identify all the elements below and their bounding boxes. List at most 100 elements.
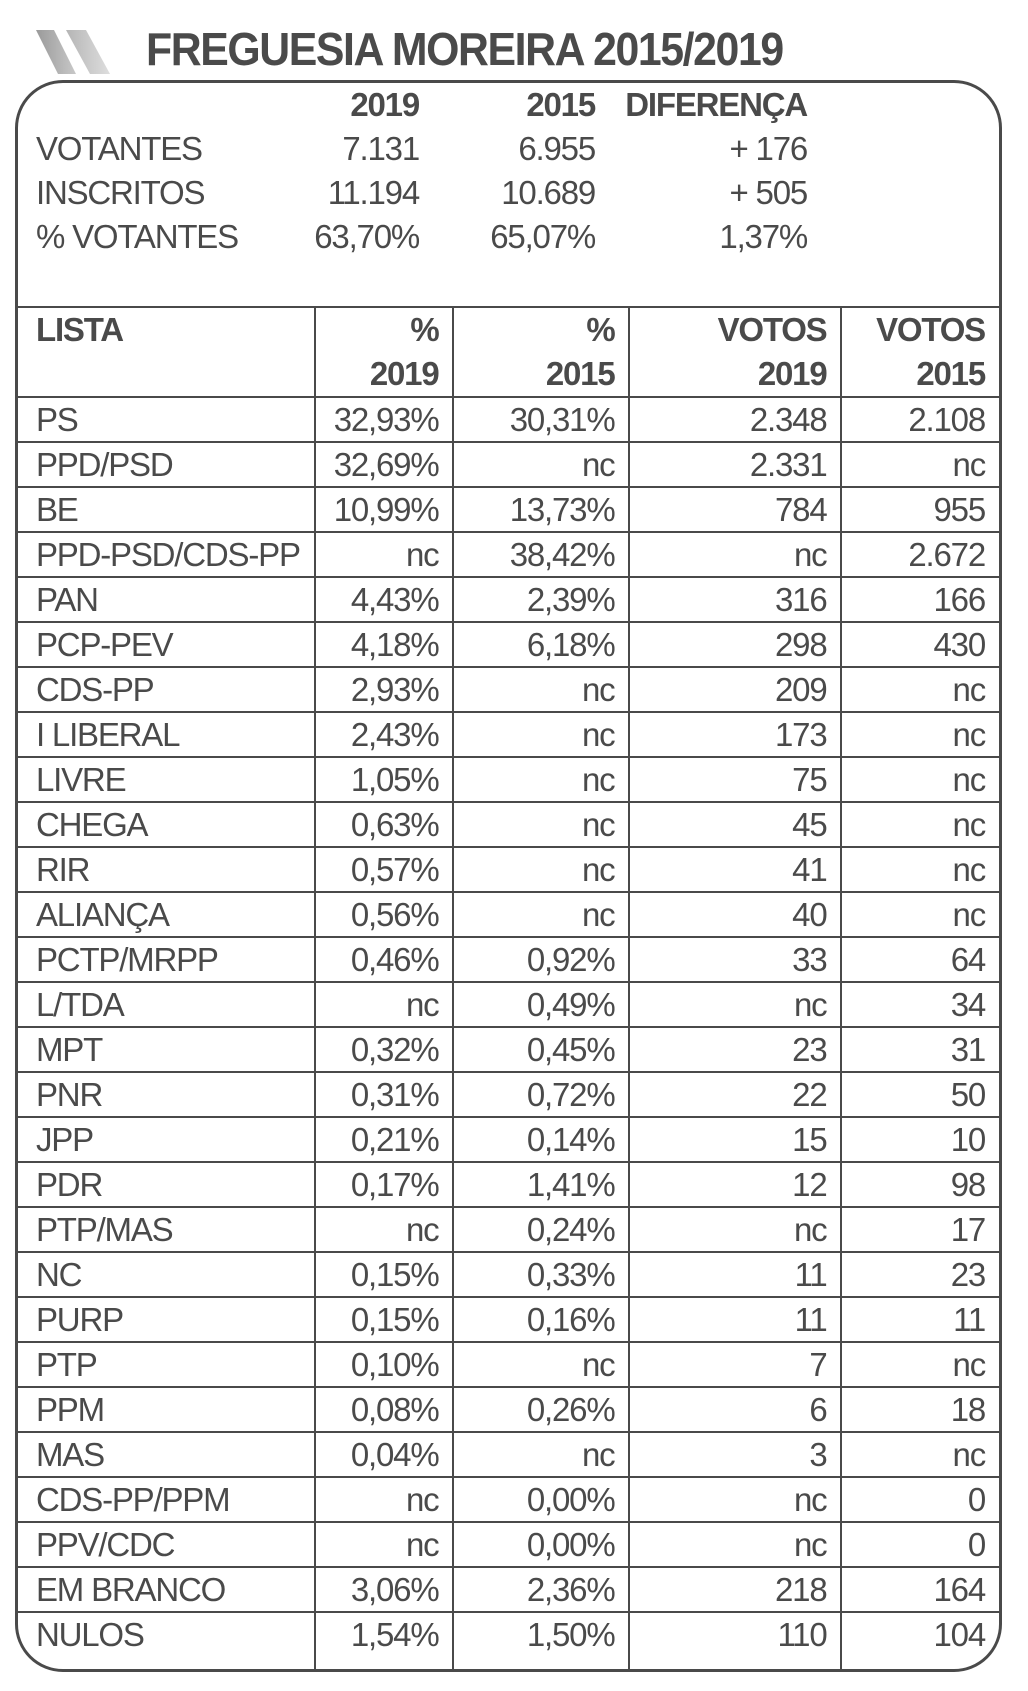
column-header-line1: VOTOS (876, 311, 986, 348)
party-name: MPT (18, 1026, 316, 1073)
table-row: NULOS 1,54% 1,50% 110 104 (18, 1611, 999, 1669)
pct-2019: 0,15% (313, 1251, 455, 1298)
pct-2015: nc (452, 756, 631, 803)
pct-2015: 0,92% (452, 936, 631, 983)
pct-2015: nc (452, 846, 631, 893)
summary-header-2015: 2015 (526, 86, 596, 123)
pct-2015: 2,39% (452, 576, 631, 623)
party-name: EM BRANCO (18, 1566, 316, 1613)
votes-2019: 173 (628, 711, 843, 758)
pct-2015: nc (452, 801, 631, 848)
pct-2019: 0,63% (313, 801, 455, 848)
table-row: CHEGA 0,63% nc 45 nc (18, 801, 999, 848)
votes-2019: 298 (628, 621, 843, 668)
column-header-line1: % (586, 311, 615, 348)
summary-difference: + 176 (729, 130, 809, 167)
votes-2015: 98 (840, 1161, 999, 1208)
table-row: PNR 0,31% 0,72% 22 50 (18, 1071, 999, 1118)
votes-2019: 15 (628, 1116, 843, 1163)
votes-2019: 209 (628, 666, 843, 713)
summary-value-2019: 63,70% (314, 218, 420, 255)
votes-2015: 430 (840, 621, 999, 668)
votes-2019: 22 (628, 1071, 843, 1118)
pct-2019: 0,32% (313, 1026, 455, 1073)
table-row: CDS-PP/PPM nc 0,00% nc 0 (18, 1476, 999, 1523)
summary-header-2019: 2019 (350, 86, 420, 123)
votes-2015: 0 (840, 1521, 999, 1568)
column-header: LISTA (18, 306, 316, 398)
party-name: JPP (18, 1116, 316, 1163)
votes-2015: nc (840, 1341, 999, 1388)
pct-2015: 0,33% (452, 1251, 631, 1298)
pct-2015: nc (452, 666, 631, 713)
votes-2015: 955 (840, 486, 999, 533)
party-name: L/TDA (18, 981, 316, 1028)
results-box: 2019 2015 DIFERENÇA VOTANTES 7.131 6.955 + … (15, 80, 1002, 1672)
table-row: PCTP/MRPP 0,46% 0,92% 33 64 (18, 936, 999, 983)
pct-2019: 0,57% (313, 846, 455, 893)
votes-2015: 31 (840, 1026, 999, 1073)
votes-2015: nc (840, 1431, 999, 1478)
party-name: PTP (18, 1341, 316, 1388)
pct-2019: 1,54% (313, 1611, 455, 1669)
pct-2019: 0,56% (313, 891, 455, 938)
party-name: MAS (18, 1431, 316, 1478)
column-header-line2: 2019 (369, 355, 440, 392)
party-name: PTP/MAS (18, 1206, 316, 1253)
party-name: CDS-PP/PPM (18, 1476, 316, 1523)
votes-2019: nc (628, 1476, 843, 1523)
pct-2019: 1,05% (313, 756, 455, 803)
table-row: ALIANÇA 0,56% nc 40 nc (18, 891, 999, 938)
table-row: PPD-PSD/CDS-PP nc 38,42% nc 2.672 (18, 531, 999, 578)
pct-2019: 10,99% (313, 486, 455, 533)
pct-2019: nc (313, 1521, 455, 1568)
votes-2015: nc (840, 666, 999, 713)
votes-2019: 11 (628, 1251, 843, 1298)
page-title: FREGUESIA MOREIRA 2015/2019 (146, 23, 784, 75)
party-name: PCP-PEV (18, 621, 316, 668)
pct-2015: nc (452, 711, 631, 758)
summary-label: VOTANTES (36, 130, 203, 167)
votes-2015: 0 (840, 1476, 999, 1523)
votes-2015: nc (840, 756, 999, 803)
pct-2019: nc (313, 1476, 455, 1523)
pct-2015: 1,41% (452, 1161, 631, 1208)
votes-2015: 18 (840, 1386, 999, 1433)
summary-difference: + 505 (729, 174, 809, 211)
votes-2015: 23 (840, 1251, 999, 1298)
votes-2015: nc (840, 846, 999, 893)
pct-2019: 3,06% (313, 1566, 455, 1613)
pct-2015: 6,18% (452, 621, 631, 668)
pct-2015: 38,42% (452, 531, 631, 578)
pct-2015: 1,50% (452, 1611, 631, 1669)
pct-2019: 0,31% (313, 1071, 455, 1118)
party-name: CHEGA (18, 801, 316, 848)
table-row: NC 0,15% 0,33% 11 23 (18, 1251, 999, 1298)
pct-2019: 0,04% (313, 1431, 455, 1478)
party-name: BE (18, 486, 316, 533)
pct-2015: 0,00% (452, 1521, 631, 1568)
votes-2019: nc (628, 1206, 843, 1253)
pct-2019: nc (313, 531, 455, 578)
table-row: JPP 0,21% 0,14% 15 10 (18, 1116, 999, 1163)
summary-label: % VOTANTES (36, 218, 239, 255)
party-name: PPD/PSD (18, 441, 316, 488)
pct-2015: 30,31% (452, 396, 631, 443)
pct-2015: 0,72% (452, 1071, 631, 1118)
votes-2015: nc (840, 891, 999, 938)
pct-2015: 0,16% (452, 1296, 631, 1343)
column-header: VOTOS 2019 (628, 306, 843, 398)
votes-2019: 11 (628, 1296, 843, 1343)
party-name: PPV/CDC (18, 1521, 316, 1568)
pct-2015: 0,49% (452, 981, 631, 1028)
votes-2015: 11 (840, 1296, 999, 1343)
pct-2019: 0,21% (313, 1116, 455, 1163)
votes-2019: 23 (628, 1026, 843, 1073)
table-row: PAN 4,43% 2,39% 316 166 (18, 576, 999, 623)
pct-2015: 0,45% (452, 1026, 631, 1073)
pct-2019: 2,93% (313, 666, 455, 713)
votes-2015: 104 (840, 1611, 999, 1669)
summary-value-2015: 10.689 (501, 174, 596, 211)
votes-2015: 64 (840, 936, 999, 983)
table-row: I LIBERAL 2,43% nc 173 nc (18, 711, 999, 758)
